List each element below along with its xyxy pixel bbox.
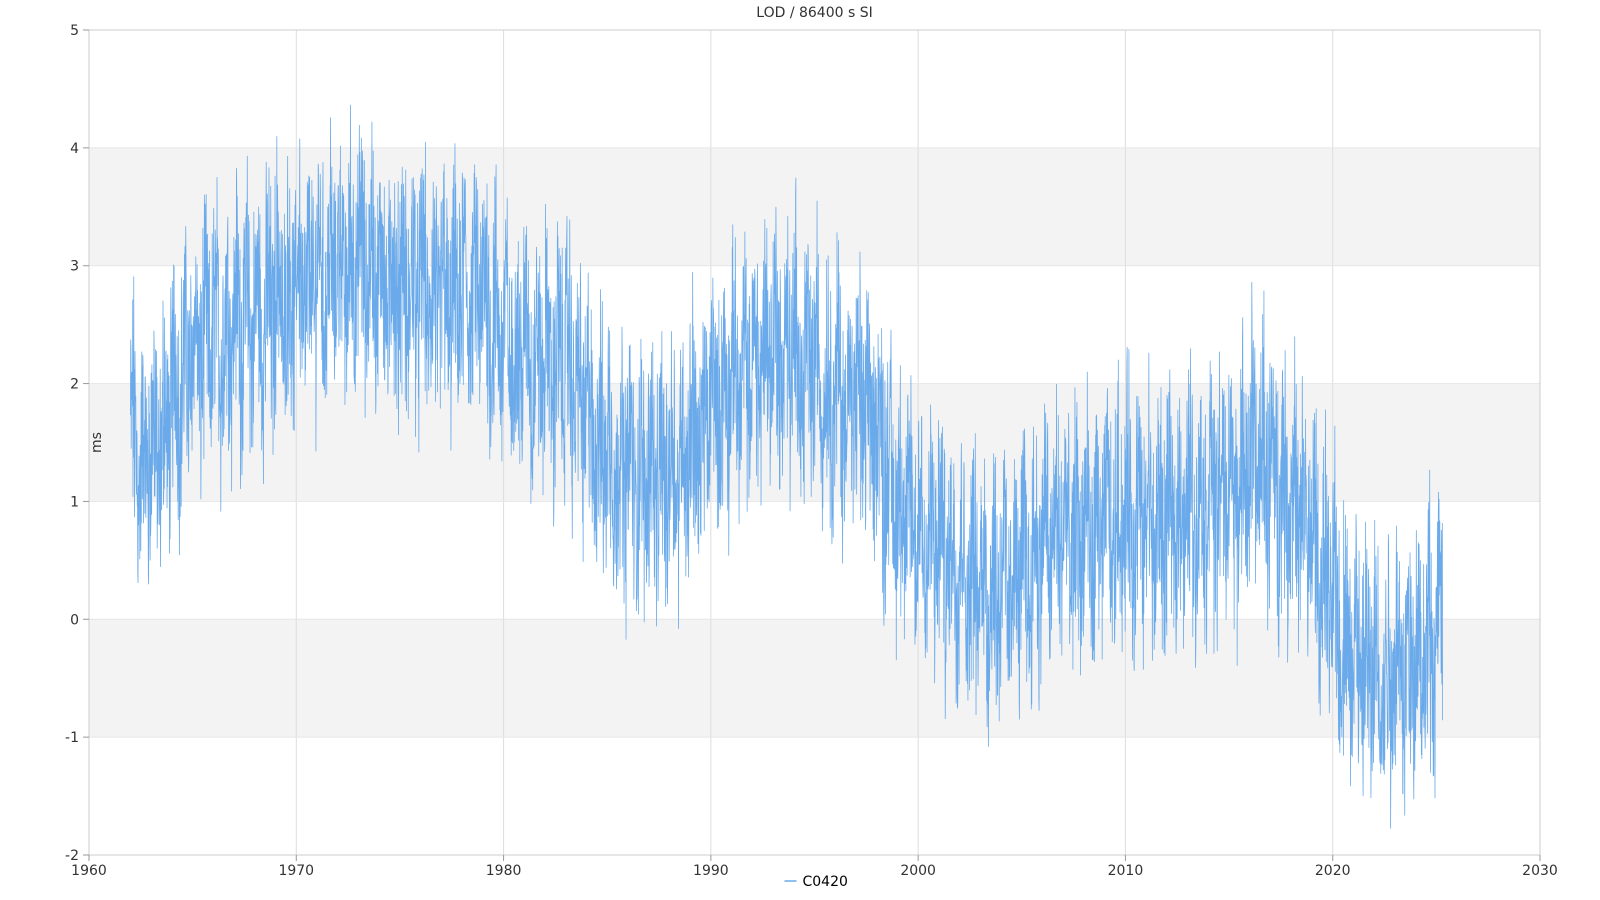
y-tick-label: 4	[70, 141, 79, 157]
series-layer	[130, 104, 1443, 829]
y-tick-label: 3	[70, 259, 79, 275]
y-tick-label: 0	[70, 612, 79, 628]
y-axis-ticks: -2 -1 0 1 2 3 4 5	[65, 23, 89, 864]
chart-title: LOD / 86400 s SI	[756, 5, 872, 21]
x-tick-label: 1960	[71, 863, 107, 879]
x-tick-label: 2010	[1108, 863, 1144, 879]
y-tick-label: 1	[70, 494, 79, 510]
x-tick-label: 1990	[693, 863, 729, 879]
x-tick-label: 1980	[486, 863, 522, 879]
x-tick-label: 2000	[900, 863, 936, 879]
x-axis-ticks: 1960 1970 1980 1990 2000 2010 2020 2030	[71, 855, 1558, 879]
y-tick-label: -1	[65, 730, 79, 746]
legend-label-c0420[interactable]: C0420	[803, 874, 848, 890]
x-tick-label: 2030	[1522, 863, 1558, 879]
plot-frame	[88, 29, 1541, 856]
series-line-c0420	[130, 104, 1443, 829]
y-tick-label: 5	[70, 23, 79, 39]
y-tick-label: 2	[70, 377, 79, 393]
y-axis-title: ms	[89, 432, 105, 453]
y-tick-label: -2	[65, 848, 79, 864]
legend[interactable]: C0420	[784, 874, 848, 890]
x-tick-label: 1970	[278, 863, 314, 879]
x-tick-label: 2020	[1315, 863, 1351, 879]
